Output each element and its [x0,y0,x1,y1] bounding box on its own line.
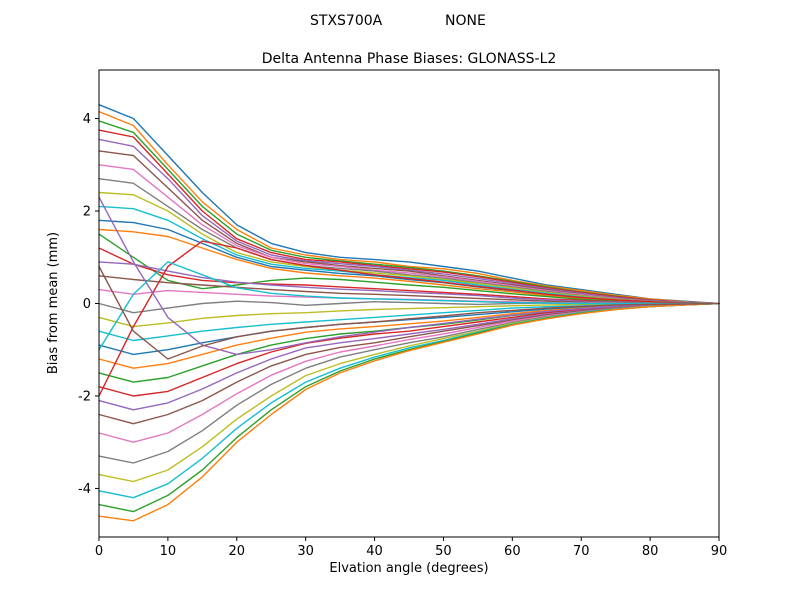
series-line [98,240,720,397]
suptitle-mode: NONE [445,13,486,29]
series-line [98,103,720,305]
x-tick-label: 0 [95,544,103,559]
chart-title: Delta Antenna Phase Biases: GLONASS-L2 [262,51,557,67]
y-axis-label: Bias from mean (mm) [46,232,61,374]
series-line [98,110,720,305]
series-line [98,129,720,305]
y-tick-label: -2 [78,389,91,404]
axes-layer: 0 10 20 30 40 50 60 70 80 90 -4 -2 0 2 4 [78,112,727,559]
series-layer [98,103,720,522]
x-tick-label: 80 [642,544,659,559]
y-tick-label: 4 [83,112,91,127]
suptitle-model: STXS700A [310,13,383,29]
x-tick-label: 60 [504,544,521,559]
x-axis-label: Elvation angle (degrees) [329,561,488,576]
series-line [98,302,720,522]
series-line [98,196,720,356]
y-tick-label: 0 [83,297,91,312]
series-line [98,265,720,360]
x-tick-label: 50 [435,544,452,559]
x-tick-label: 70 [573,544,590,559]
y-tick-label: 2 [83,205,91,220]
x-tick-label: 90 [711,544,728,559]
series-line [98,261,720,351]
x-tick-label: 30 [297,544,314,559]
y-tick-label: -4 [78,482,91,497]
x-tick-label: 20 [229,544,246,559]
x-tick-label: 40 [366,544,383,559]
x-tick-label: 10 [160,544,177,559]
